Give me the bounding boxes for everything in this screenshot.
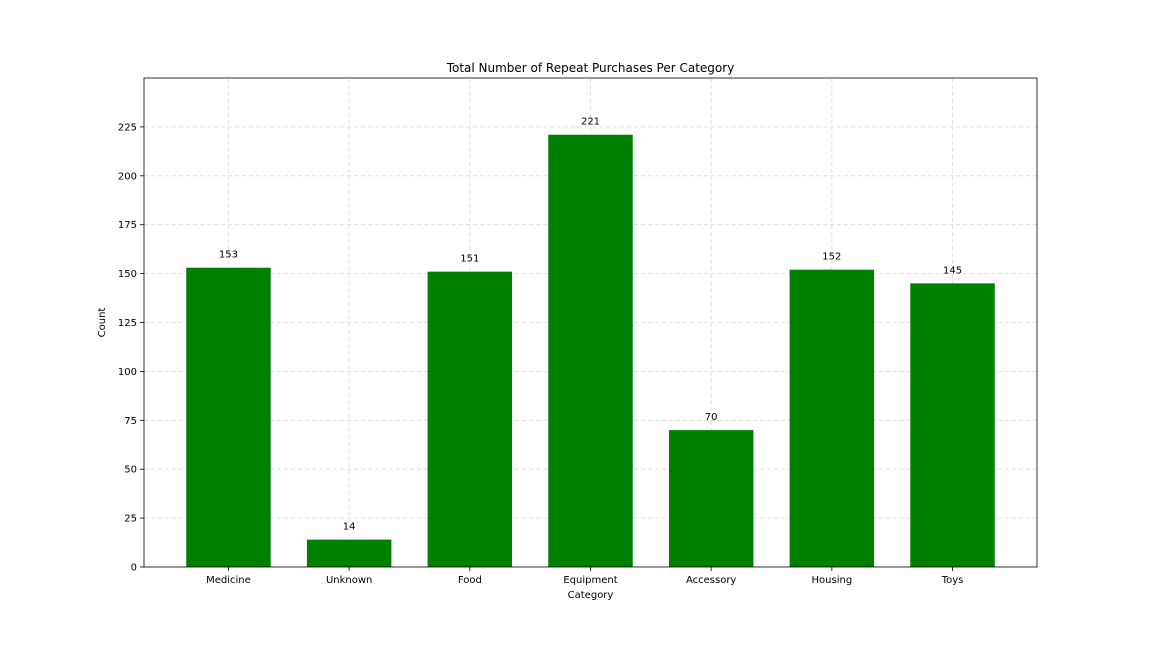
- bars: [186, 134, 995, 567]
- bar-toys: [910, 283, 995, 567]
- x-tick-label: Medicine: [206, 575, 251, 586]
- x-tick-label: Equipment: [563, 575, 617, 586]
- bar-accessory: [668, 430, 754, 567]
- bar-food: [427, 271, 513, 567]
- x-tick-label: Accessory: [686, 575, 736, 586]
- x-axis-ticks: Medicine Unknown Food Equipment Accessory Hou…: [206, 567, 963, 586]
- y-tick-label: 25: [124, 514, 137, 525]
- y-tick-label: 0: [131, 563, 137, 574]
- data-label: 70: [705, 412, 718, 423]
- data-label: 153: [219, 250, 238, 261]
- y-axis-label: Count: [97, 308, 108, 338]
- data-label: 145: [943, 265, 962, 276]
- y-tick-label: 75: [124, 416, 137, 427]
- x-tick-label: Housing: [812, 575, 853, 586]
- y-tick-label: 125: [118, 318, 137, 329]
- bar-medicine: [186, 267, 271, 567]
- y-tick-label: 175: [118, 220, 137, 231]
- bar-unknown: [306, 539, 392, 567]
- y-axis-ticks: 0 25 50 75 100 125 150 175 200 225: [118, 122, 144, 574]
- y-tick-label: 225: [118, 122, 137, 133]
- bar-housing: [789, 269, 875, 567]
- bar-equipment: [548, 134, 633, 567]
- data-label: 151: [460, 254, 479, 265]
- y-tick-label: 100: [118, 367, 137, 378]
- chart-title: Total Number of Repeat Purchases Per Cat…: [446, 61, 735, 75]
- y-tick-label: 150: [118, 269, 137, 280]
- x-tick-label: Food: [458, 575, 482, 586]
- data-labels: 153 14 151 221 70 152 145: [219, 117, 962, 533]
- data-label: 152: [822, 252, 841, 263]
- x-tick-label: Unknown: [326, 575, 372, 586]
- data-label: 14: [343, 522, 356, 533]
- y-tick-label: 200: [118, 171, 137, 182]
- data-label: 221: [581, 117, 600, 128]
- y-tick-label: 50: [124, 465, 137, 476]
- x-axis-label: Category: [568, 590, 614, 601]
- x-tick-label: Toys: [941, 575, 964, 586]
